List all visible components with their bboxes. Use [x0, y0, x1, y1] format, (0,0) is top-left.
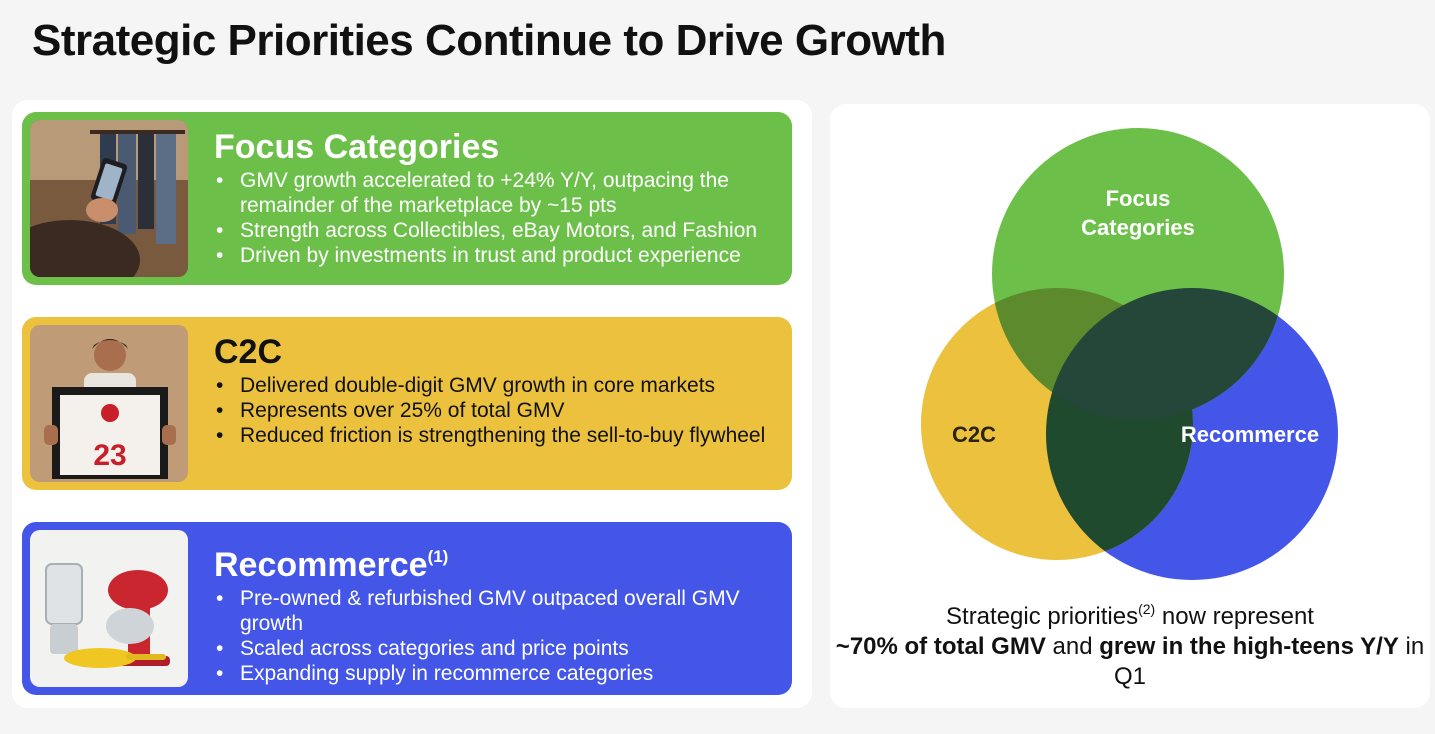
- venn-panel: Focus Categories C2C Recommerce Strategi…: [830, 104, 1430, 708]
- focus-categories-photo: [30, 120, 188, 277]
- c2c-photo: 23: [30, 325, 188, 482]
- focus-categories-bullets: GMV growth accelerated to +24% Y/Y, outp…: [214, 168, 782, 268]
- bullet-item: Scaled across categories and price point…: [214, 636, 782, 661]
- bullet-item: GMV growth accelerated to +24% Y/Y, outp…: [214, 168, 782, 218]
- jersey-number: 23: [93, 439, 126, 472]
- venn-label-focus-2: Categories: [1081, 215, 1195, 240]
- venn-diagram: Focus Categories C2C Recommerce: [921, 128, 1338, 580]
- page-title: Strategic Priorities Continue to Drive G…: [32, 16, 946, 65]
- c2c-card: 23 C2C Delivered double-digit GMV growth…: [22, 317, 792, 490]
- footnote-marker: (1): [427, 547, 449, 566]
- focus-categories-title: Focus Categories: [214, 128, 500, 166]
- footnote-marker: (2): [1138, 601, 1156, 617]
- c2c-title: C2C: [214, 333, 283, 371]
- focus-categories-card: Focus Categories GMV growth accelerated …: [22, 112, 792, 285]
- bullet-item: Reduced friction is strengthening the se…: [214, 423, 782, 448]
- recommerce-card: Recommerce(1) Pre-owned & refurbished GM…: [22, 522, 792, 695]
- recommerce-title: Recommerce(1): [214, 546, 449, 584]
- bullet-item: Driven by investments in trust and produ…: [214, 243, 782, 268]
- bullet-item: Pre-owned & refurbished GMV outpaced ove…: [214, 586, 782, 636]
- priorities-panel: Focus Categories GMV growth accelerated …: [12, 100, 812, 708]
- venn-label-focus-1: Focus: [1106, 186, 1171, 211]
- c2c-bullets: Delivered double-digit GMV growth in cor…: [214, 373, 782, 448]
- bullet-item: Delivered double-digit GMV growth in cor…: [214, 373, 782, 398]
- recommerce-bullets: Pre-owned & refurbished GMV outpaced ove…: [214, 586, 782, 686]
- bullet-item: Expanding supply in recommerce categorie…: [214, 661, 782, 686]
- bullet-item: Represents over 25% of total GMV: [214, 398, 782, 423]
- venn-label-recommerce: Recommerce: [1181, 422, 1319, 447]
- recommerce-photo: [30, 530, 188, 687]
- summary-text: Strategic priorities(2) now represent ~7…: [835, 601, 1425, 690]
- venn-label-c2c: C2C: [952, 422, 996, 447]
- bullet-item: Strength across Collectibles, eBay Motor…: [214, 218, 782, 243]
